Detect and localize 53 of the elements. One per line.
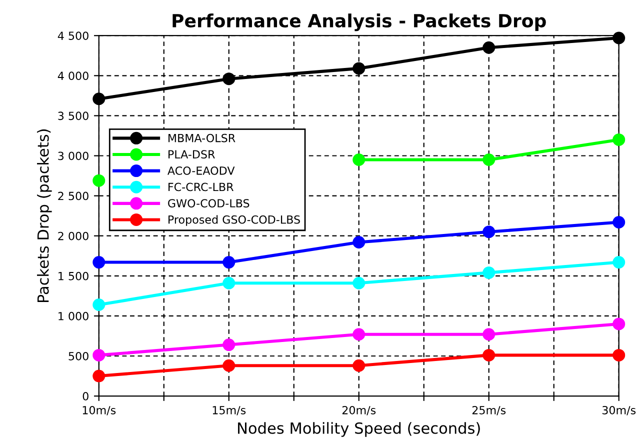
legend-label: GWO-COD-LBS [168,199,250,208]
y-tick-label: 2 500 [58,192,88,200]
y-tick-label: 4 500 [58,32,88,40]
point [612,318,626,330]
point [612,32,626,44]
x-tick-label: 30m/s [602,406,636,416]
point [222,338,236,352]
point [482,154,496,166]
legend-label: FC-CRC-LBR [168,182,234,192]
y-tick-label: 2 000 [58,232,88,240]
point [92,348,106,362]
y-axis-title: Packets Drop (packets) [37,129,52,302]
point [92,298,106,311]
point [222,359,236,372]
x-tick-label: 25m/s [472,406,506,416]
point [612,256,626,269]
y-tick-label: 1 000 [58,312,88,320]
y-tick-label: 0 [82,392,88,400]
point [222,276,236,290]
legend-label: Proposed GSO-COD-LBS [168,215,300,226]
point [612,216,626,228]
point [482,226,496,238]
x-axis-title: Nodes Mobility Speed (seconds) [238,422,480,437]
point [482,266,496,279]
y-tick-label: 500 [68,352,88,360]
point [352,359,366,372]
point [222,72,236,86]
point [92,174,106,187]
y-tick-label: 3 000 [58,152,88,160]
point [482,328,496,341]
x-tick-label: 15m/s [212,406,246,416]
point [612,348,626,362]
point [92,92,106,106]
point [222,256,236,269]
point [352,236,366,249]
y-tick-label: 1 500 [58,272,88,280]
legend-label: MBMA-OLSR [168,134,236,142]
point [612,133,626,146]
point [352,62,366,75]
point [352,276,366,290]
point [352,328,366,341]
chart-title: Performance Analysis - Packets Drop [172,14,546,32]
y-tick-label: 3 500 [58,112,88,120]
x-tick-label: 10m/s [82,406,116,416]
point [352,154,366,166]
x-tick-label: 20m/s [342,406,376,416]
y-tick-label: 4 000 [58,72,88,80]
point [482,348,496,362]
point [482,41,496,54]
point [92,370,106,382]
legend-label: ACO-EAODV [168,166,235,175]
point [92,256,106,269]
legend-label: PLA-DSR [168,150,215,159]
